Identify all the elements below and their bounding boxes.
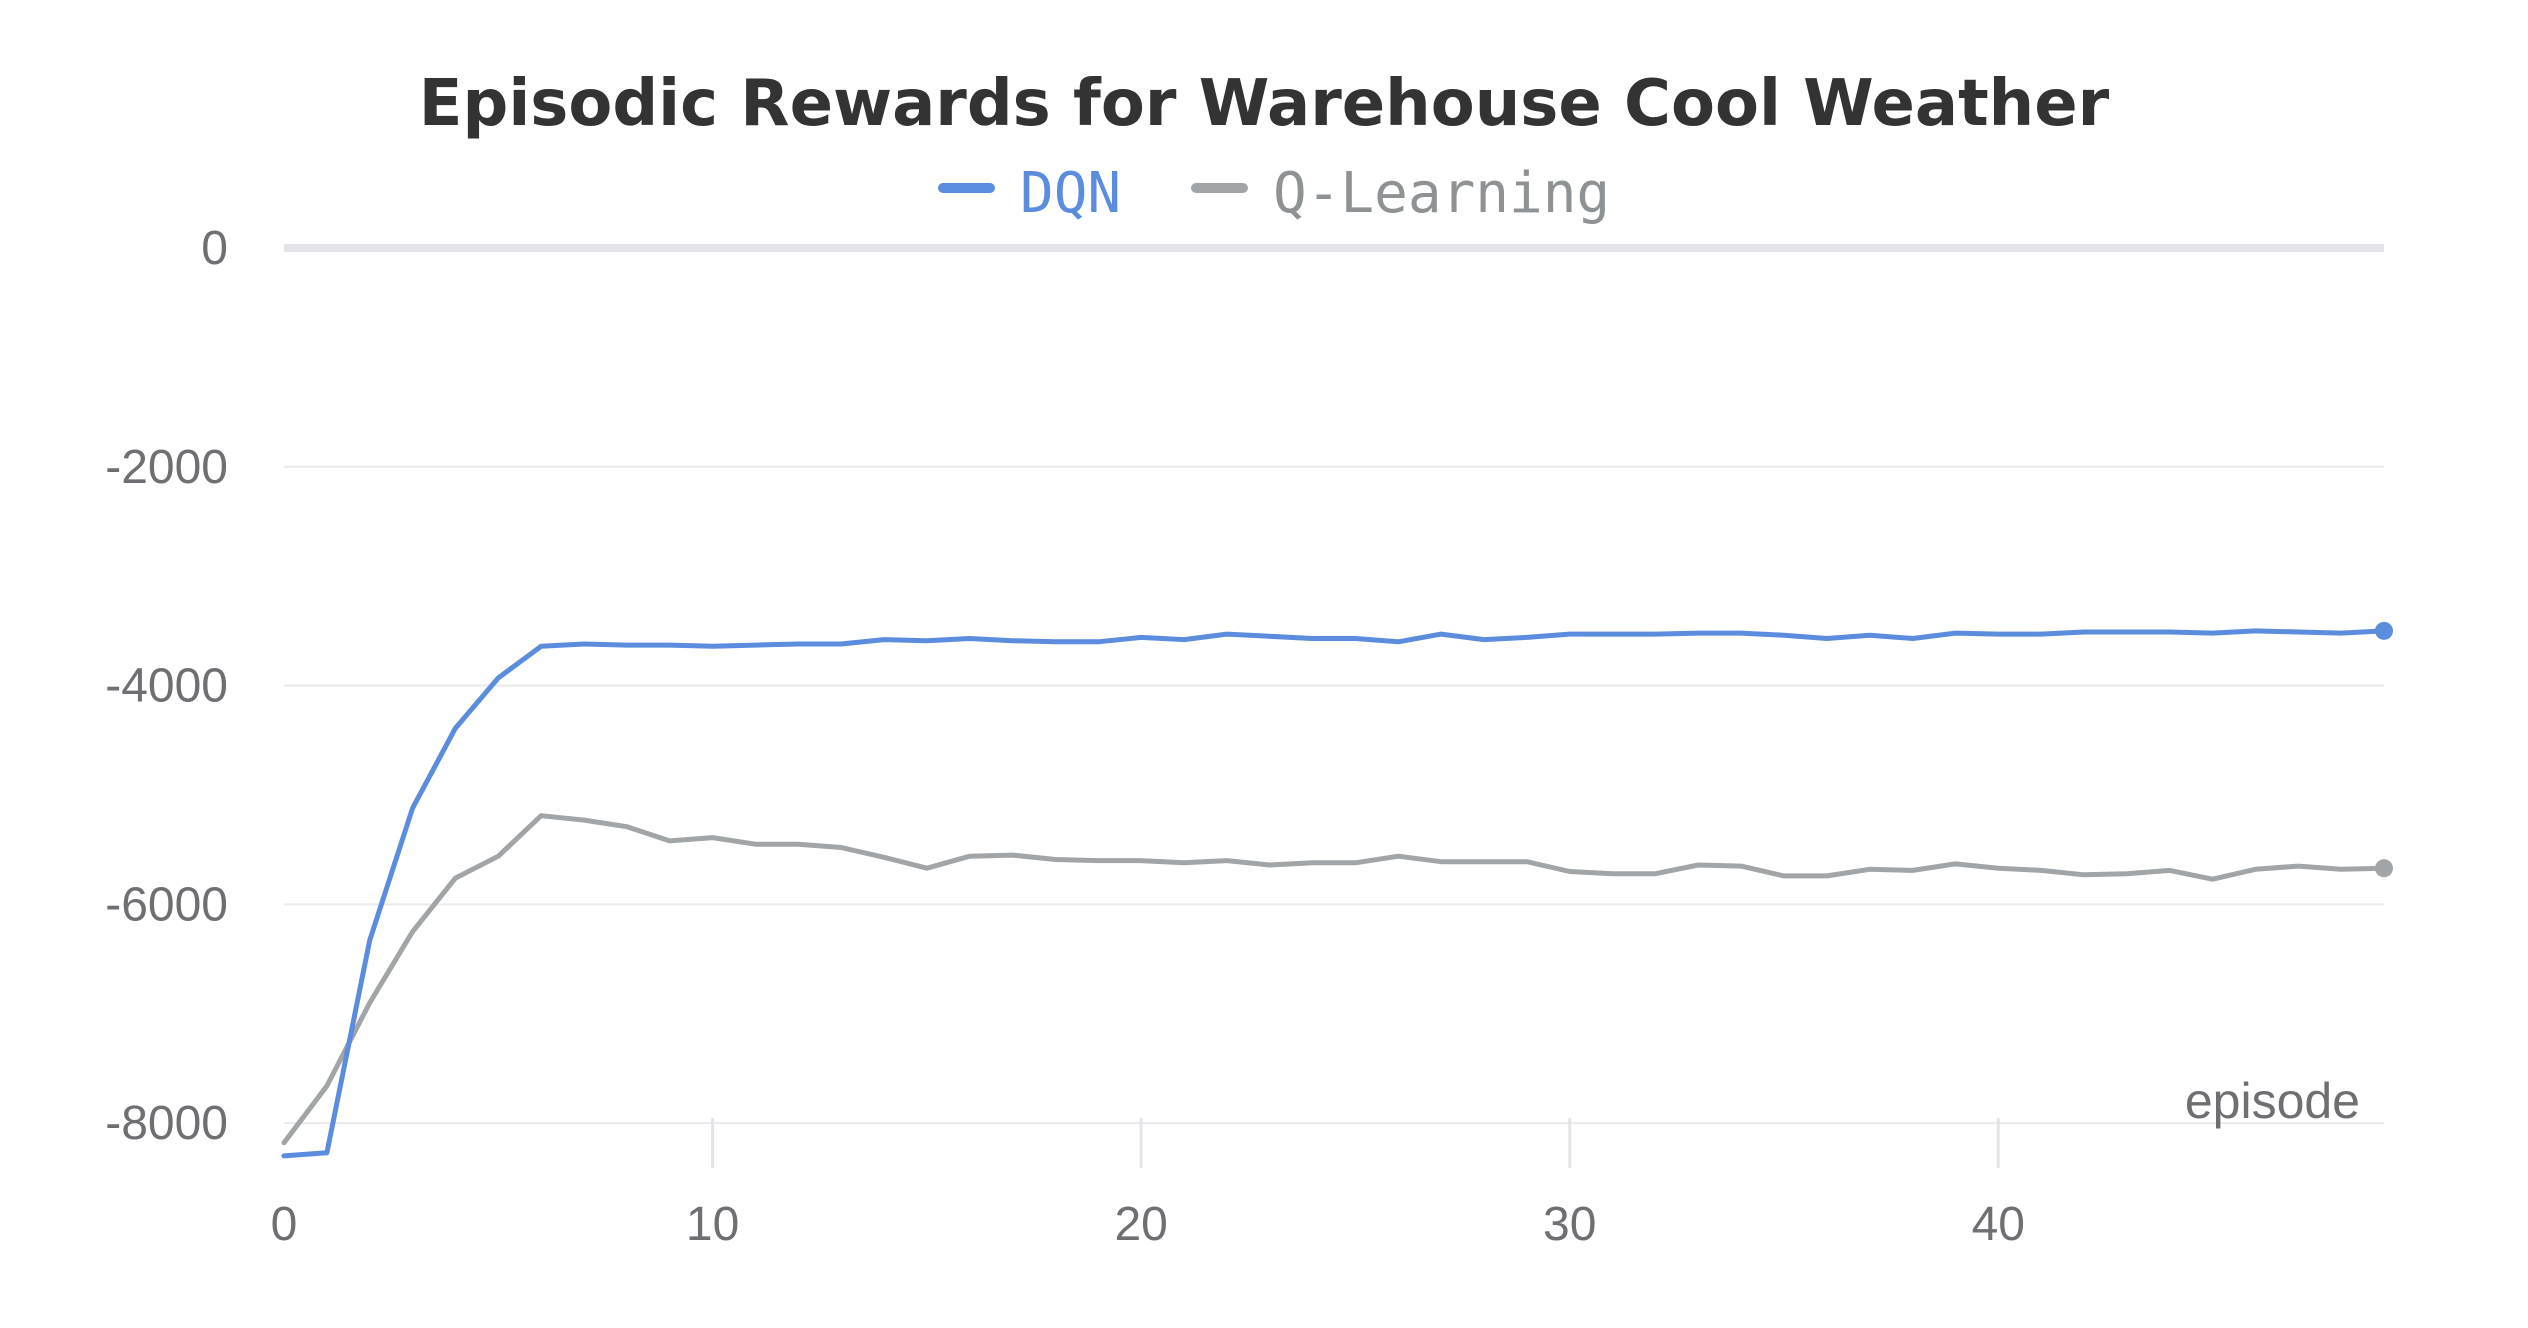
series-endpoint-dqn[interactable]	[2375, 621, 2393, 640]
x-tick-label-0: 0	[271, 1198, 298, 1251]
y-tick-label-0: 0	[201, 222, 228, 275]
y-tick-label-1: -2000	[105, 441, 228, 494]
legend-label-dqn: DQN	[1020, 161, 1121, 226]
x-tick-label-2: 20	[1114, 1198, 1167, 1251]
y-axis: 0 -2000 -4000 -6000 -8000	[105, 222, 228, 1150]
x-tick-label-1: 10	[686, 1198, 739, 1251]
series-line-dqn[interactable]	[281, 628, 2387, 1159]
chart-title: Episodic Rewards for Warehouse Cool Weat…	[419, 67, 2110, 141]
legend[interactable]: DQN Q-Learning	[938, 161, 1610, 226]
y-tick-label-4: -8000	[105, 1097, 228, 1150]
gridlines	[284, 244, 2384, 1125]
series-line-q-learning[interactable]	[281, 813, 2387, 1146]
series-lines	[281, 621, 2393, 1159]
legend-label-q-learning: Q-Learning	[1273, 161, 1610, 226]
legend-item-q-learning[interactable]: Q-Learning	[1191, 161, 1610, 226]
x-tick-label-3: 30	[1543, 1198, 1596, 1251]
legend-item-dqn[interactable]: DQN	[938, 161, 1121, 226]
y-tick-label-3: -6000	[105, 878, 228, 931]
x-axis-label: episode	[2185, 1073, 2360, 1129]
x-axis: 0 10 20 30 40	[271, 1118, 2025, 1251]
series-endpoint-q-learning[interactable]	[2375, 859, 2393, 878]
y-tick-label-2: -4000	[105, 660, 228, 713]
x-tick-label-4: 40	[1972, 1198, 2025, 1251]
